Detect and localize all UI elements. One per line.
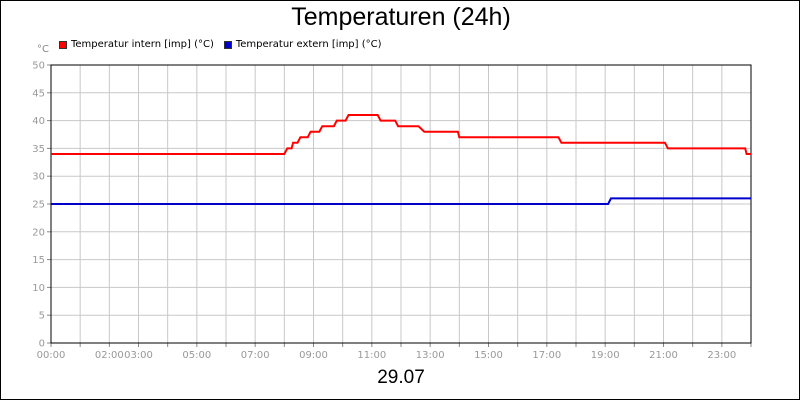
x-tick-label: 00:00 <box>37 350 66 361</box>
legend-label-extern: Temperatur extern [imp] (°C) <box>235 39 382 50</box>
x-tick-label: 02:00 <box>95 350 124 361</box>
legend-swatch-extern <box>223 40 232 49</box>
x-tick-label: 17:00 <box>532 350 561 361</box>
y-tick-label: 30 <box>32 172 45 183</box>
y-tick-label: 25 <box>32 200 45 211</box>
x-tick-label: 07:00 <box>241 350 270 361</box>
legend-item-extern: Temperatur extern [imp] (°C) <box>223 39 382 50</box>
y-tick-label: 50 <box>32 61 45 72</box>
legend-item-intern: Temperatur intern [imp] (°C) <box>59 39 214 50</box>
y-tick-label: 35 <box>32 144 45 155</box>
x-tick-label: 15:00 <box>474 350 503 361</box>
x-tick-label: 05:00 <box>182 350 211 361</box>
y-tick-label: 10 <box>32 283 45 294</box>
x-tick-label: 13:00 <box>416 350 445 361</box>
x-tick-label: 21:00 <box>649 350 678 361</box>
x-tick-label: 03:00 <box>124 350 153 361</box>
y-tick-label: 45 <box>32 88 45 99</box>
x-tick-label: 23:00 <box>707 350 736 361</box>
y-unit-label: °C <box>37 44 49 55</box>
x-tick-label: 11:00 <box>357 350 386 361</box>
x-tick-label: 19:00 <box>591 350 620 361</box>
y-tick-label: 20 <box>32 227 45 238</box>
y-tick-label: 15 <box>32 255 45 266</box>
legend: Temperatur intern [imp] (°C) Temperatur … <box>59 39 382 50</box>
y-tick-label: 0 <box>39 339 45 350</box>
legend-label-intern: Temperatur intern [imp] (°C) <box>71 39 214 50</box>
chart-title: Temperaturen (24h) <box>291 3 511 31</box>
date-label: 29.07 <box>377 367 425 388</box>
y-tick-label: 5 <box>39 311 45 322</box>
y-tick-label: 40 <box>32 116 45 127</box>
series-line-intern <box>51 114 751 155</box>
x-tick-label: 09:00 <box>299 350 328 361</box>
series-line-extern <box>51 197 751 205</box>
legend-swatch-intern <box>59 40 67 49</box>
